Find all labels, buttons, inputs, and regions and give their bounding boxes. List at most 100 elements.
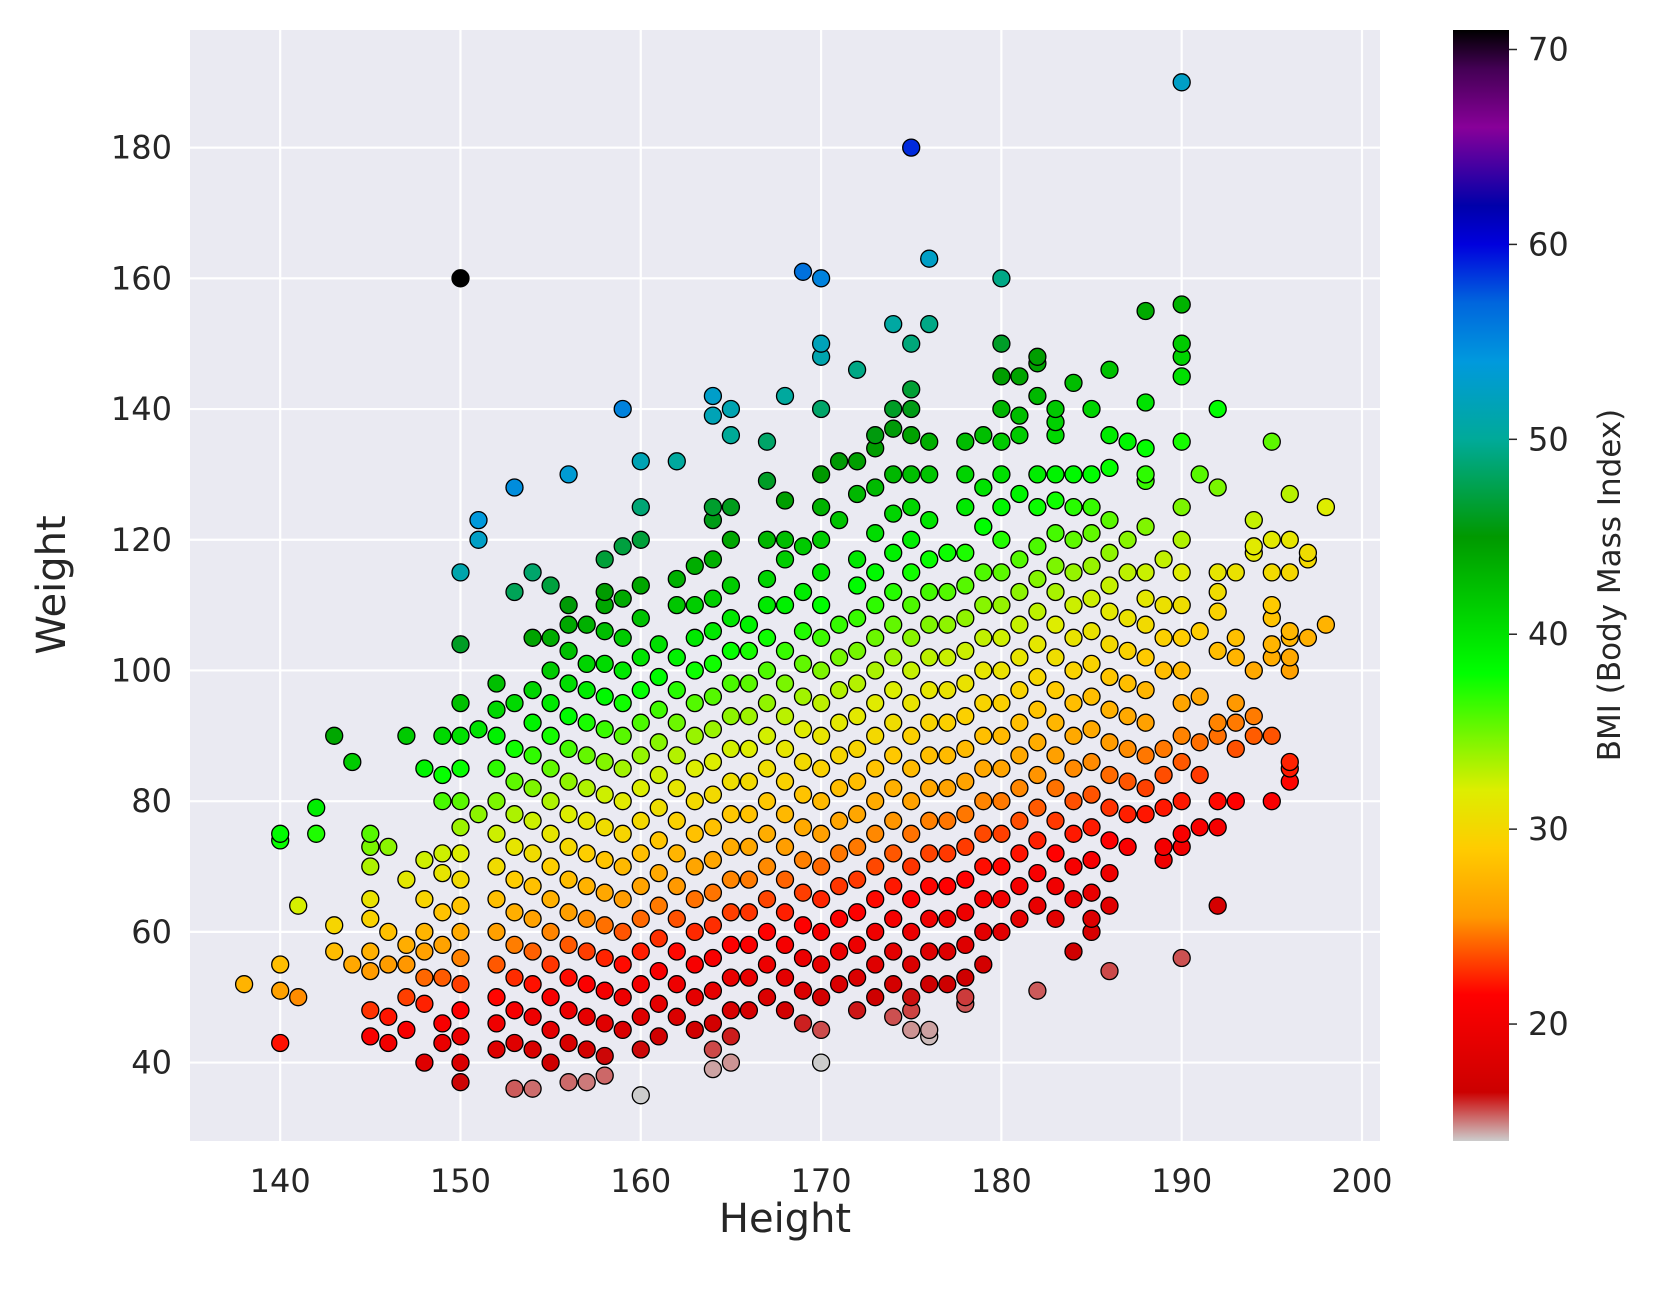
scatter-point bbox=[884, 1007, 903, 1026]
scatter-point bbox=[1244, 510, 1263, 530]
scatter-point bbox=[487, 759, 506, 778]
scatter-point bbox=[1064, 530, 1083, 549]
scatter-point bbox=[433, 1033, 452, 1053]
scatter-point bbox=[793, 687, 813, 706]
scatter-point bbox=[397, 988, 416, 1007]
scatter-point bbox=[992, 922, 1011, 942]
scatter-point bbox=[974, 517, 993, 536]
scatter-point bbox=[541, 988, 560, 1007]
scatter-point bbox=[703, 406, 723, 425]
scatter-point bbox=[1010, 713, 1029, 732]
scatter-point bbox=[307, 798, 326, 817]
scatter-point bbox=[613, 824, 632, 843]
scatter-point bbox=[974, 661, 993, 680]
scatter-point bbox=[884, 314, 903, 334]
scatter-point bbox=[884, 582, 903, 602]
scatter-point bbox=[505, 739, 524, 759]
scatter-point bbox=[1208, 818, 1227, 837]
scatter-point bbox=[811, 1053, 831, 1072]
scatter-point bbox=[775, 674, 795, 693]
scatter-point bbox=[866, 726, 885, 745]
scatter-point bbox=[703, 589, 723, 608]
scatter-point bbox=[613, 589, 632, 608]
scatter-point bbox=[469, 720, 488, 739]
scatter-point bbox=[541, 955, 560, 974]
scatter-point bbox=[1244, 707, 1263, 726]
scatter-point bbox=[992, 465, 1011, 484]
scatter-point bbox=[757, 693, 777, 713]
scatter-point bbox=[307, 824, 326, 843]
x-tick-label: 150 bbox=[430, 1162, 491, 1200]
scatter-point bbox=[992, 497, 1011, 517]
scatter-point bbox=[811, 497, 831, 517]
scatter-point bbox=[739, 772, 759, 791]
scatter-point bbox=[685, 759, 704, 778]
scatter-point bbox=[938, 909, 957, 928]
scatter-point bbox=[721, 674, 741, 693]
scatter-point bbox=[721, 426, 741, 445]
scatter-point bbox=[902, 465, 921, 484]
scatter-point bbox=[992, 269, 1011, 288]
scatter-point bbox=[992, 563, 1011, 582]
scatter-point bbox=[1262, 635, 1281, 654]
scatter-point bbox=[1046, 648, 1065, 667]
scatter-point bbox=[577, 746, 596, 765]
scatter-point bbox=[649, 733, 668, 752]
scatter-point bbox=[992, 693, 1011, 713]
scatter-point bbox=[866, 563, 885, 582]
scatter-point bbox=[523, 844, 542, 863]
scatter-point bbox=[974, 890, 993, 909]
scatter-point bbox=[667, 595, 686, 615]
scatter-point bbox=[1082, 720, 1101, 739]
scatter-point bbox=[559, 935, 578, 955]
scatter-point bbox=[829, 844, 849, 863]
scatter-point bbox=[1136, 393, 1155, 412]
scatter-point bbox=[902, 399, 921, 419]
scatter-point bbox=[902, 857, 921, 876]
scatter-point bbox=[974, 792, 993, 811]
scatter-point bbox=[397, 870, 416, 889]
scatter-point bbox=[757, 922, 777, 942]
scatter-point bbox=[1226, 648, 1245, 667]
scatter-point bbox=[1226, 563, 1245, 582]
scatter-point bbox=[793, 818, 813, 837]
scatter-point bbox=[649, 667, 668, 687]
scatter-point bbox=[595, 883, 614, 902]
scatter-point bbox=[1172, 530, 1191, 549]
scatter-point bbox=[811, 465, 831, 484]
scatter-point bbox=[1064, 792, 1083, 811]
scatter-point bbox=[775, 491, 795, 510]
scatter-point bbox=[866, 759, 885, 778]
scatter-point bbox=[721, 707, 741, 726]
scatter-point bbox=[847, 1001, 867, 1020]
scatter-point bbox=[1154, 550, 1173, 569]
scatter-point bbox=[1280, 648, 1299, 667]
scatter-point bbox=[956, 805, 975, 824]
scatter-point bbox=[595, 981, 614, 1000]
scatter-point bbox=[469, 510, 488, 530]
scatter-point bbox=[739, 968, 759, 987]
scatter-point bbox=[433, 726, 452, 745]
scatter-point bbox=[379, 1033, 398, 1053]
scatter-point bbox=[793, 785, 813, 804]
scatter-point bbox=[739, 739, 759, 759]
scatter-point bbox=[793, 916, 813, 935]
scatter-point bbox=[631, 497, 650, 517]
scatter-point bbox=[505, 837, 524, 857]
scatter-point bbox=[1262, 530, 1281, 549]
scatter-point bbox=[631, 942, 650, 961]
scatter-point bbox=[559, 1073, 578, 1092]
scatter-point bbox=[956, 935, 975, 955]
scatter-point bbox=[721, 968, 741, 987]
scatter-point bbox=[415, 850, 434, 870]
scatter-point bbox=[397, 726, 416, 745]
scatter-point bbox=[343, 752, 362, 772]
scatter-point bbox=[1064, 661, 1083, 680]
scatter-point bbox=[1208, 563, 1227, 582]
scatter-point bbox=[1046, 491, 1065, 510]
scatter-point bbox=[866, 890, 885, 909]
scatter-point bbox=[902, 595, 921, 615]
scatter-point bbox=[938, 680, 957, 700]
scatter-point bbox=[1154, 628, 1173, 647]
scatter-point bbox=[415, 890, 434, 909]
